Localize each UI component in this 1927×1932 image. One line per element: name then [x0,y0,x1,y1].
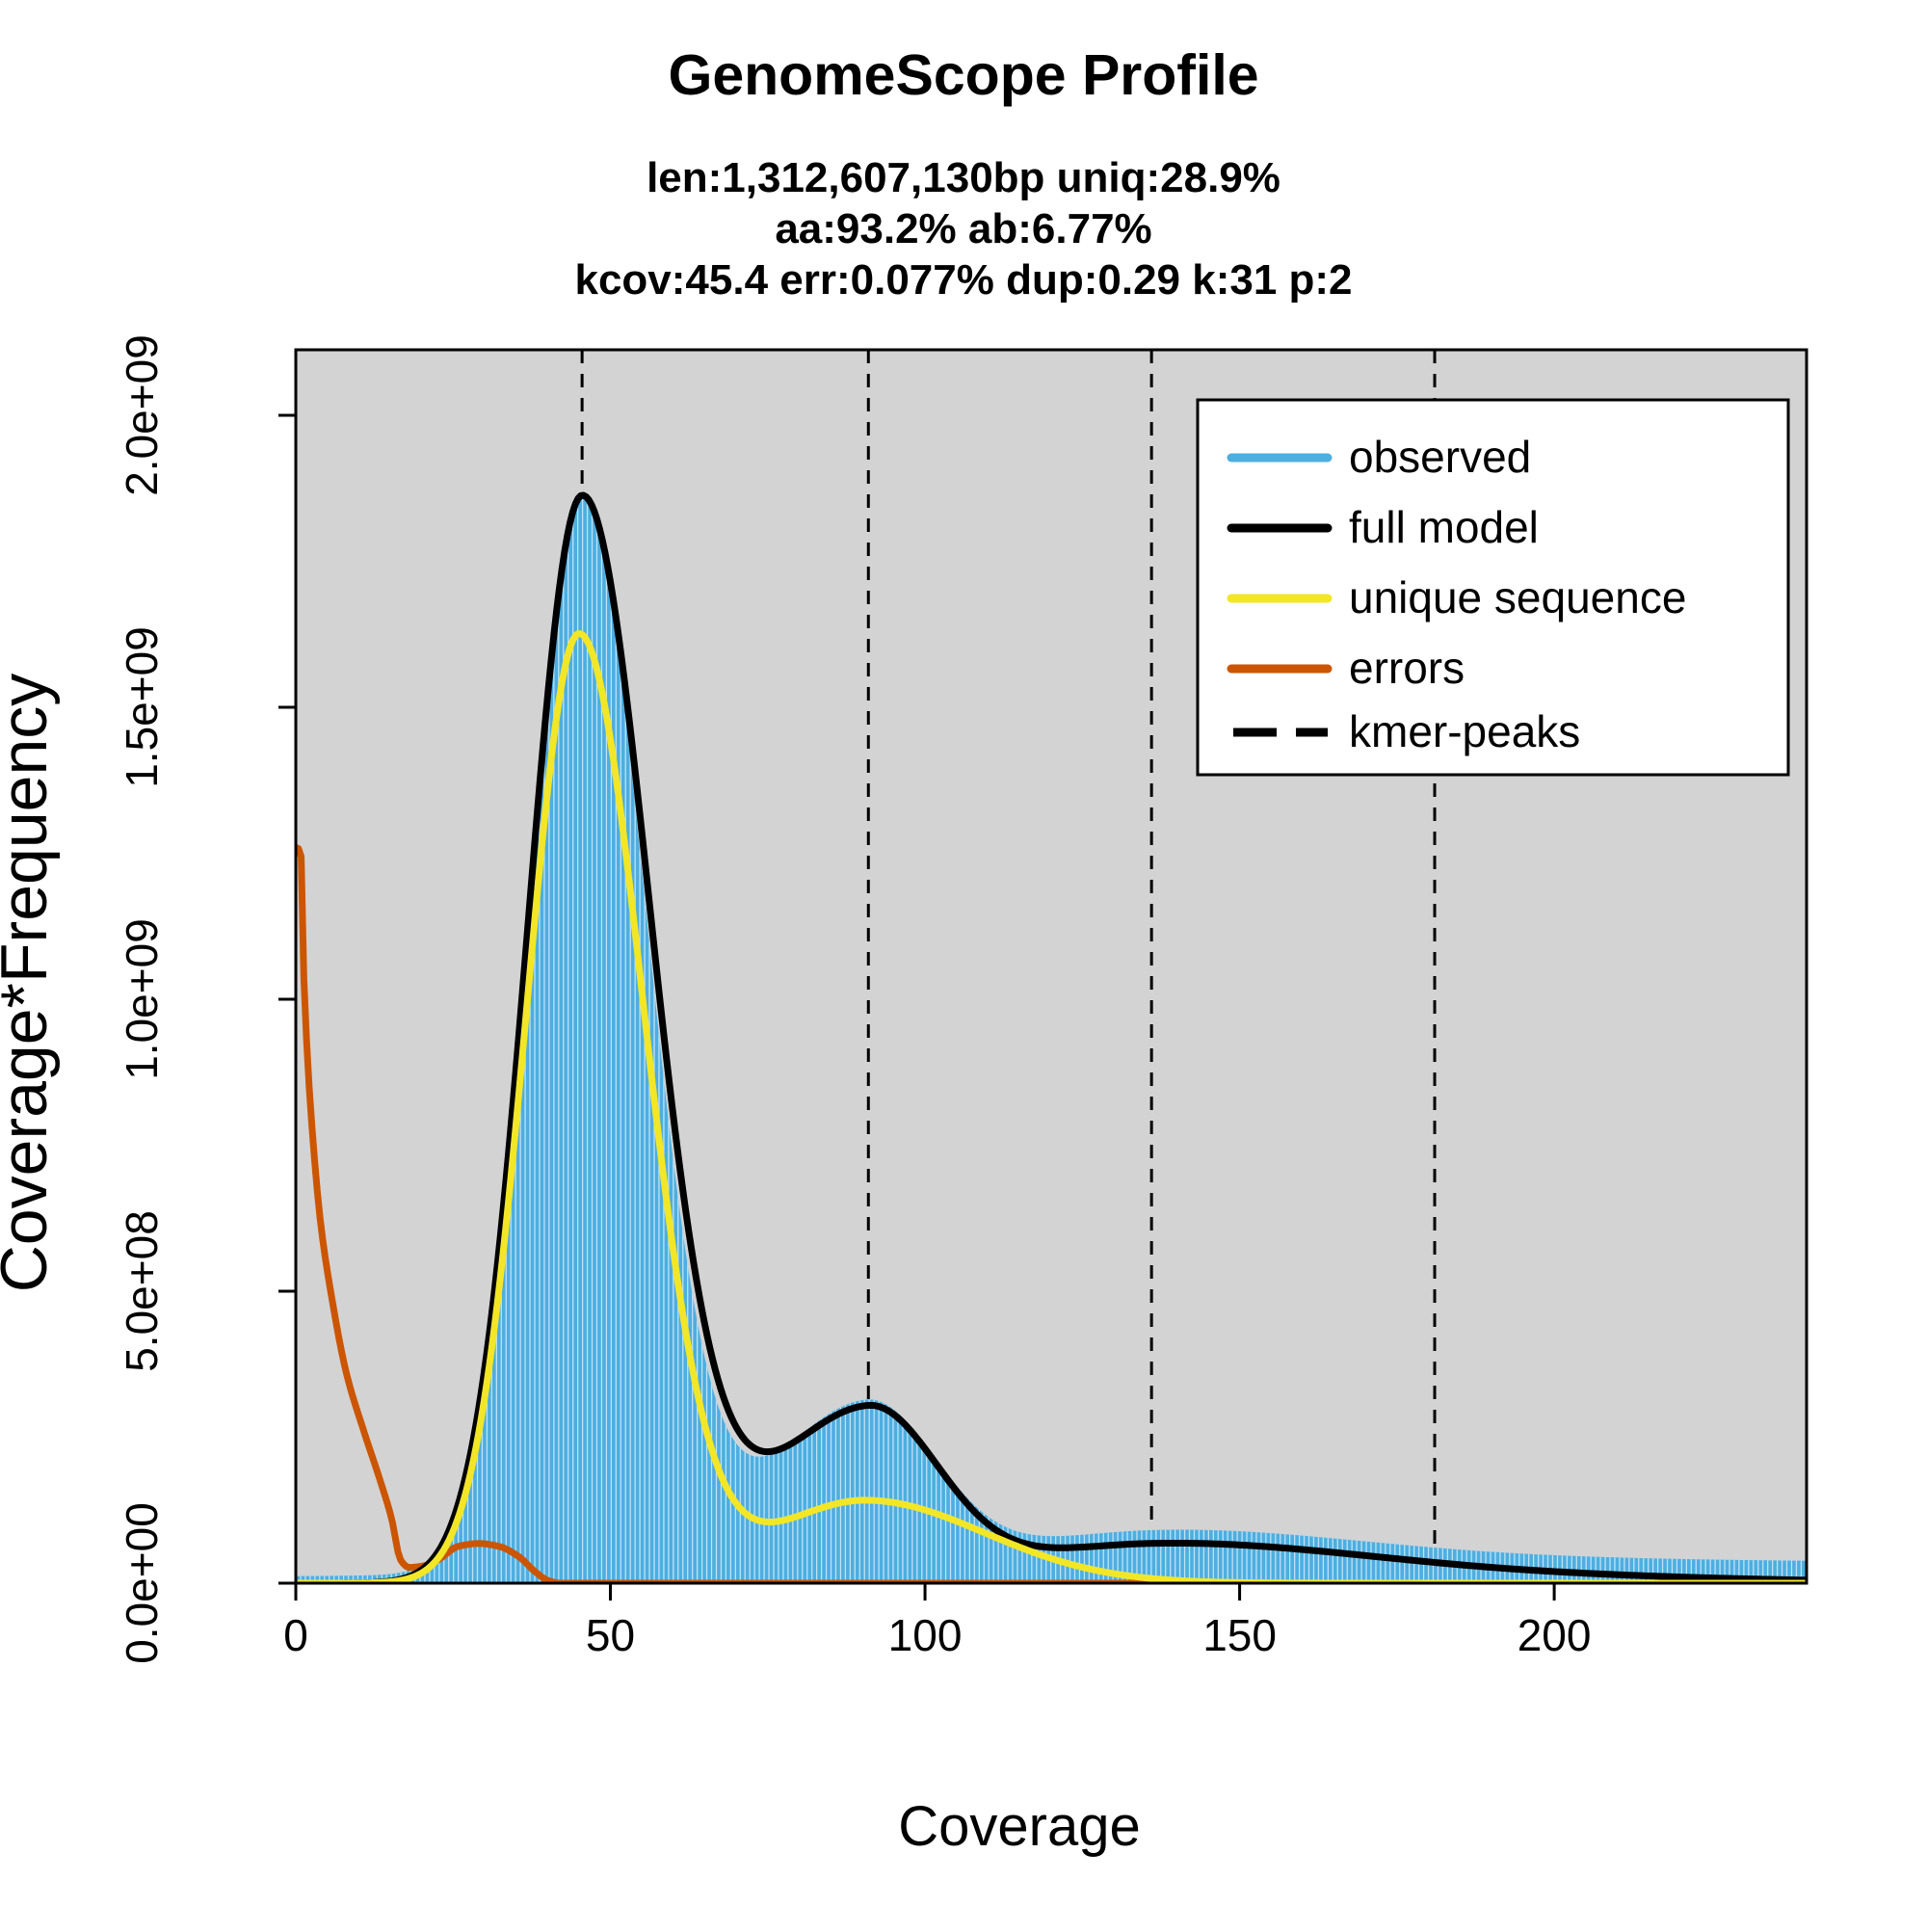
svg-text:unique sequence: unique sequence [1349,572,1686,622]
svg-text:50: 50 [586,1610,635,1660]
svg-text:Coverage*Frequency: Coverage*Frequency [0,674,61,1293]
svg-text:5.0e+08: 5.0e+08 [117,1210,167,1372]
svg-text:len:1,312,607,130bp uniq:28.9%: len:1,312,607,130bp uniq:28.9% [647,154,1280,201]
svg-text:observed: observed [1349,432,1531,482]
svg-text:errors: errors [1349,643,1465,693]
svg-text:200: 200 [1518,1610,1592,1660]
svg-text:150: 150 [1202,1610,1277,1660]
svg-text:0: 0 [283,1610,308,1660]
svg-text:GenomeScope Profile: GenomeScope Profile [668,43,1258,107]
svg-text:1.5e+09: 1.5e+09 [117,626,167,788]
svg-text:full model: full model [1349,502,1539,552]
svg-text:1.0e+09: 1.0e+09 [117,918,167,1080]
svg-text:Coverage: Coverage [898,1795,1140,1858]
svg-text:kmer-peaks: kmer-peaks [1349,706,1580,756]
svg-text:aa:93.2% ab:6.77%: aa:93.2% ab:6.77% [775,205,1151,252]
svg-text:100: 100 [888,1610,963,1660]
svg-text:2.0e+09: 2.0e+09 [117,334,167,496]
svg-text:kcov:45.4 err:0.077% dup:0.29: kcov:45.4 err:0.077% dup:0.29 k:31 p:2 [574,256,1352,304]
svg-text:0.0e+00: 0.0e+00 [117,1502,167,1664]
